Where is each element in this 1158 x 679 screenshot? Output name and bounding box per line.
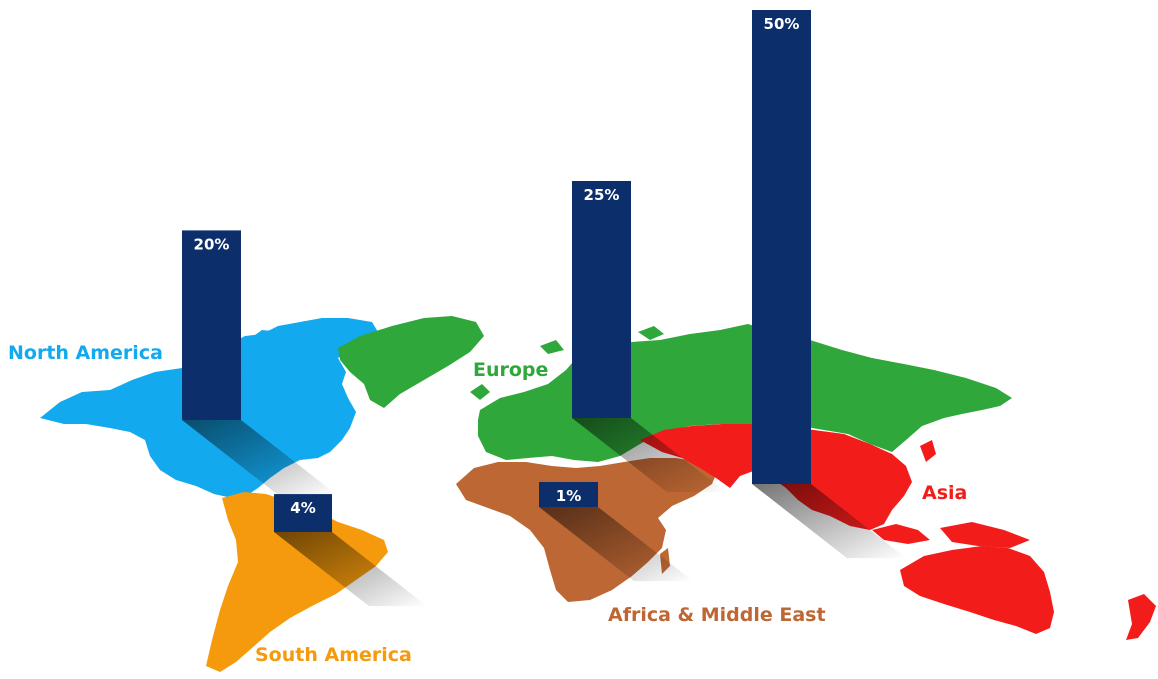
north-america-islands	[238, 322, 330, 370]
bar-value-label-south-america: 4%	[290, 499, 315, 517]
bar-value-labels: 20% 4% 25% 1% 50%	[194, 15, 800, 517]
bar-europe	[572, 181, 631, 418]
bar-value-label-africa-middle-east: 1%	[556, 487, 581, 505]
bar-shadow-north-america	[182, 420, 336, 495]
europe-islands	[470, 326, 664, 400]
bar-shadow-asia	[752, 484, 906, 559]
label-south-america: South America	[255, 644, 412, 666]
bar-value-label-north-america: 20%	[194, 235, 230, 253]
bar-value-label-europe: 25%	[584, 186, 620, 204]
bar-africa-middle-east	[539, 482, 598, 507]
bar-value-label-asia: 50%	[764, 15, 800, 33]
label-asia: Asia	[922, 482, 967, 504]
bar-shadow-europe	[572, 418, 726, 493]
new-zealand-shape	[1126, 594, 1156, 640]
label-europe: Europe	[473, 359, 548, 381]
asia-islands	[872, 440, 1030, 548]
europe-shape	[338, 316, 484, 408]
label-north-america: North America	[8, 342, 163, 364]
bar-north-america	[182, 230, 241, 420]
label-africa-middle-east: Africa & Middle East	[608, 604, 826, 626]
bar-shadow-south-america	[274, 532, 427, 607]
bars	[182, 10, 811, 532]
bar-shadows	[182, 418, 906, 607]
bar-asia	[752, 10, 811, 484]
bar-south-america	[274, 494, 332, 532]
region-labels: North America South America Europe Afric…	[8, 342, 967, 666]
bar-shadow-africa-middle-east	[539, 507, 693, 582]
australia-shape	[900, 546, 1054, 634]
south-america-shape	[206, 492, 388, 672]
